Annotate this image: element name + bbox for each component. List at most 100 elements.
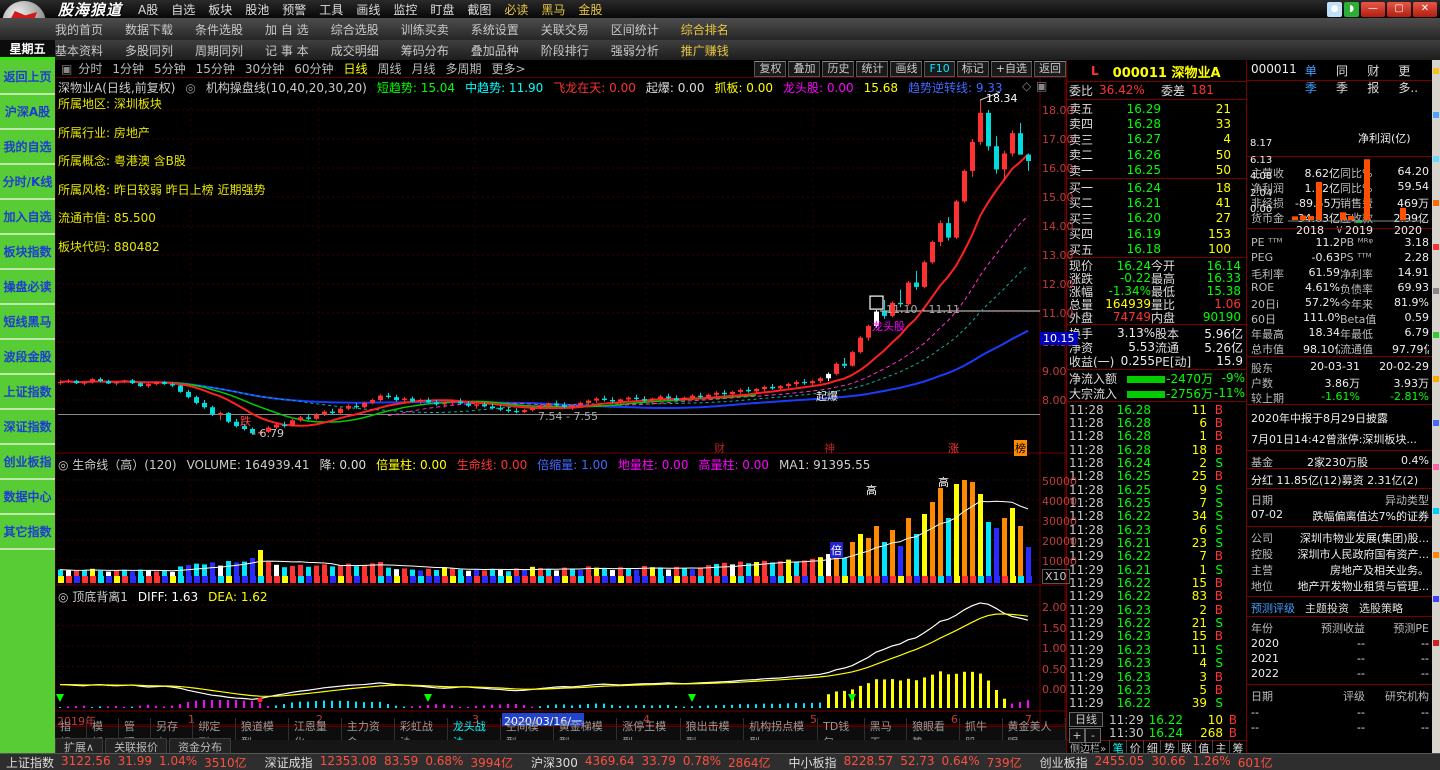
tool-icon[interactable] bbox=[1433, 640, 1439, 646]
sidebar-item-数据中心[interactable]: 数据中心 bbox=[0, 480, 55, 515]
f10-tab-同季[interactable]: 同季 bbox=[1336, 64, 1349, 95]
tool-icon[interactable] bbox=[1433, 464, 1439, 470]
toolbar2-item-我的首页[interactable]: 我的首页 bbox=[55, 22, 104, 37]
toolbar2-item-综合选股[interactable]: 综合选股 bbox=[330, 22, 379, 37]
toolbar2-item-区间统计[interactable]: 区间统计 bbox=[610, 22, 659, 37]
toolbar2-item-加 自 选[interactable]: 加 自 选 bbox=[265, 22, 309, 37]
menu-item-黑马[interactable]: 黑马 bbox=[541, 2, 566, 17]
sidebar-item-我的自选[interactable]: 我的自选 bbox=[0, 130, 55, 165]
toolbar2-item-关联交易[interactable]: 关联交易 bbox=[540, 22, 589, 37]
toolbar2-item-训练买卖[interactable]: 训练买卖 bbox=[400, 22, 449, 37]
toolbar3-item-推广赚钱[interactable]: 推广赚钱 bbox=[680, 43, 729, 58]
bottom-tab-资金分布[interactable]: 资金分布 bbox=[169, 738, 232, 755]
period-更多>[interactable]: 更多> bbox=[491, 62, 526, 76]
wechat-icon[interactable]: ◗ bbox=[1344, 1, 1359, 17]
pane-icon[interactable]: ▣ bbox=[1036, 79, 1048, 93]
index-quote-深证成指[interactable]: 深证成指 12353.08 83.59 0.68% 3994亿 bbox=[265, 754, 513, 770]
fc-tab-选股策略[interactable]: 选股策略 bbox=[1359, 602, 1403, 615]
tool-icon[interactable] bbox=[1433, 244, 1439, 250]
period-1分钟[interactable]: 1分钟 bbox=[112, 62, 144, 76]
btn-+自选[interactable]: +自选 bbox=[990, 60, 1032, 77]
toolbar3-item-记 事 本[interactable]: 记 事 本 bbox=[265, 43, 309, 58]
menu-item-盯盘[interactable]: 盯盘 bbox=[430, 2, 455, 17]
menu-item-预警[interactable]: 预警 bbox=[282, 2, 307, 17]
f10-tab-财报[interactable]: 财报 bbox=[1367, 64, 1380, 95]
sidebar-item-创业板指[interactable]: 创业板指 bbox=[0, 445, 55, 480]
fc-tab-主题投资[interactable]: 主题投资 bbox=[1305, 602, 1349, 615]
sidebar-item-操盘必读[interactable]: 操盘必读 bbox=[0, 270, 55, 305]
maximize-button[interactable]: ▢ bbox=[1387, 1, 1411, 17]
menu-item-画线[interactable]: 画线 bbox=[356, 2, 381, 17]
period-分时[interactable]: 分时 bbox=[78, 62, 103, 76]
menu-item-自选[interactable]: 自选 bbox=[171, 2, 196, 17]
f10-tab-更多..[interactable]: 更多.. bbox=[1398, 64, 1419, 95]
toolbar2-item-综合排名[interactable]: 综合排名 bbox=[680, 22, 729, 37]
date-tick[interactable]: 2020/03/16/一 bbox=[502, 713, 585, 729]
sidebar-item-上证指数[interactable]: 上证指数 bbox=[0, 375, 55, 410]
sidebar-item-分时/K线[interactable]: 分时/K线 bbox=[0, 165, 55, 200]
btn-历史[interactable]: 历史 bbox=[822, 60, 855, 77]
qq-icon[interactable]: ● bbox=[1327, 1, 1342, 17]
btn-统计[interactable]: 统计 bbox=[856, 60, 889, 77]
tool-icon[interactable] bbox=[1433, 156, 1439, 162]
period-5分钟[interactable]: 5分钟 bbox=[154, 62, 186, 76]
period-月线[interactable]: 月线 bbox=[411, 62, 436, 76]
mini-tab-细[interactable]: 细 bbox=[1144, 739, 1162, 756]
tool-icon[interactable] bbox=[1433, 332, 1439, 338]
menu-item-A股[interactable]: A股 bbox=[138, 2, 159, 17]
index-quote-上证指数[interactable]: 上证指数 3122.56 31.99 1.04% 3510亿 bbox=[6, 754, 247, 770]
period-日线[interactable]: 日线 bbox=[343, 62, 368, 76]
bottom-tab-关联报价[interactable]: 关联报价 bbox=[105, 738, 168, 755]
mini-tab-联[interactable]: 联 bbox=[1179, 739, 1196, 756]
mini-tab-势[interactable]: 势 bbox=[1161, 739, 1179, 756]
btn-叠加[interactable]: 叠加 bbox=[788, 60, 821, 77]
tool-icon[interactable] bbox=[1433, 288, 1439, 294]
toolbar3-item-基本资料[interactable]: 基本资料 bbox=[55, 43, 104, 58]
mini-tab-笔[interactable]: 笔 bbox=[1110, 739, 1128, 756]
btn-返回[interactable]: 返回 bbox=[1034, 60, 1066, 77]
mini-tab-主[interactable]: 主 bbox=[1213, 739, 1230, 756]
tool-icon[interactable] bbox=[1433, 596, 1439, 602]
sidebar-item-短线黑马[interactable]: 短线黑马 bbox=[0, 305, 55, 340]
menu-item-必读[interactable]: 必读 bbox=[504, 2, 529, 17]
toolbar3-item-叠加品种[interactable]: 叠加品种 bbox=[470, 43, 519, 58]
btn-画线[interactable]: 画线 bbox=[890, 60, 923, 77]
news-line[interactable]: 7月01日14:42曾涨停:深圳板块... bbox=[1251, 433, 1417, 446]
tool-icon[interactable] bbox=[1433, 112, 1439, 118]
toolbar3-item-强弱分析[interactable]: 强弱分析 bbox=[610, 43, 659, 58]
toolbar2-item-条件选股[interactable]: 条件选股 bbox=[195, 22, 244, 37]
menu-item-金股[interactable]: 金股 bbox=[578, 2, 603, 17]
mini-tab-价[interactable]: 价 bbox=[1127, 739, 1145, 756]
layout-icon[interactable]: ▣ bbox=[61, 61, 73, 76]
sidebar-item-其它指数[interactable]: 其它指数 bbox=[0, 515, 55, 550]
toolbar3-item-多股同列[interactable]: 多股同列 bbox=[125, 43, 174, 58]
chevron-icon[interactable]: ∨ bbox=[1335, 222, 1344, 236]
index-quote-沪深300[interactable]: 沪深300 4369.64 33.79 0.78% 2864亿 bbox=[531, 754, 771, 770]
toolbar3-item-筹码分布[interactable]: 筹码分布 bbox=[400, 43, 449, 58]
zoom-out-button[interactable]: - bbox=[1085, 728, 1101, 743]
toolbar3-item-成交明细[interactable]: 成交明细 bbox=[330, 43, 379, 58]
f10-tab-单季[interactable]: 单季 bbox=[1304, 64, 1317, 95]
tool-icon[interactable] bbox=[1433, 420, 1439, 426]
close-button[interactable]: ✕ bbox=[1413, 1, 1437, 17]
menu-item-板块[interactable]: 板块 bbox=[208, 2, 233, 17]
diamond-icon[interactable]: ◇ bbox=[1022, 79, 1032, 93]
period-30分钟[interactable]: 30分钟 bbox=[244, 62, 285, 76]
tool-icon[interactable] bbox=[1433, 68, 1439, 74]
btn-标记[interactable]: 标记 bbox=[956, 60, 989, 77]
menu-item-监控[interactable]: 监控 bbox=[393, 2, 418, 17]
sidebar-item-波段金股[interactable]: 波段金股 bbox=[0, 340, 55, 375]
menu-item-股池[interactable]: 股池 bbox=[245, 2, 270, 17]
minimize-button[interactable]: — bbox=[1361, 1, 1385, 17]
index-quote-创业板指[interactable]: 创业板指 2455.05 30.66 1.26% 601亿 bbox=[1040, 754, 1273, 770]
sidebar-item-返回上页[interactable]: 返回上页 bbox=[0, 60, 55, 95]
period-多周期[interactable]: 多周期 bbox=[445, 62, 482, 76]
sidebar-toggle[interactable]: 侧边栏» bbox=[1067, 740, 1111, 755]
period-15分钟[interactable]: 15分钟 bbox=[195, 62, 235, 76]
period-60分钟[interactable]: 60分钟 bbox=[294, 62, 334, 76]
btn-复权[interactable]: 复权 bbox=[754, 60, 787, 77]
corner-controls[interactable]: 日线 + - bbox=[1067, 712, 1105, 743]
toolbar2-item-数据下载[interactable]: 数据下载 bbox=[125, 22, 174, 37]
tool-icon[interactable] bbox=[1433, 552, 1439, 558]
toolbar2-item-系统设置[interactable]: 系统设置 bbox=[470, 22, 519, 37]
